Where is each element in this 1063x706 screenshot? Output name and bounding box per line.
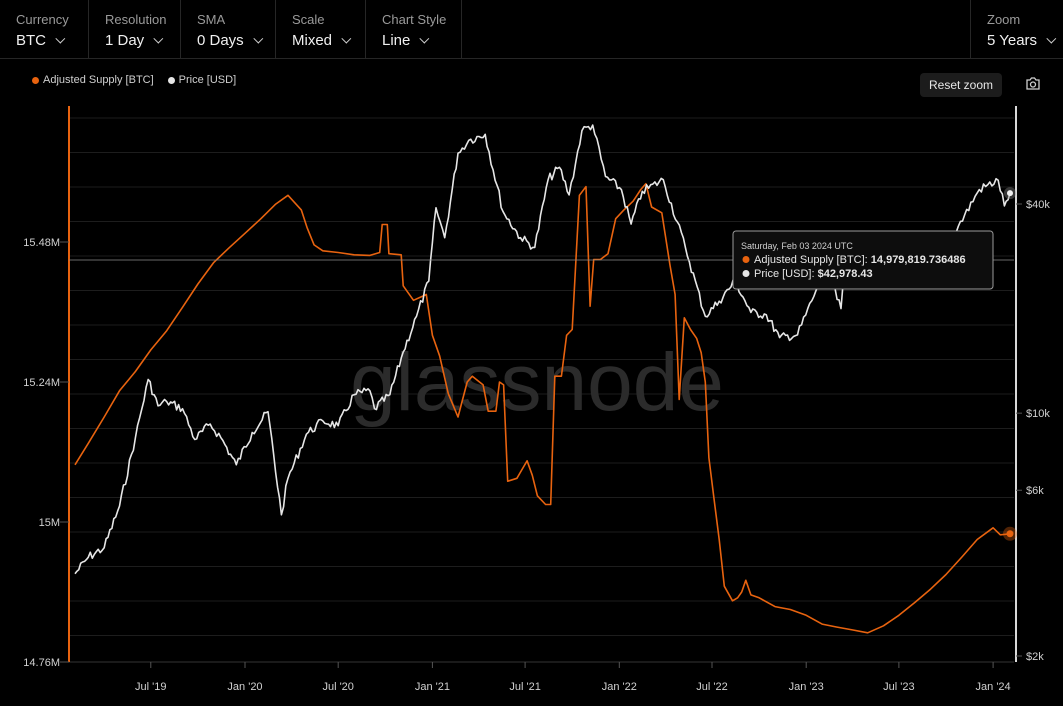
x-tick-label: Jan '22 <box>602 681 637 693</box>
tooltip-row-value: 14,979,819.736486 <box>871 254 966 266</box>
tooltip-row-label: Price [USD]: <box>754 268 818 280</box>
reset-zoom-button[interactable]: Reset zoom <box>920 73 1002 97</box>
tooltip-row-label: Adjusted Supply [BTC]: <box>754 254 871 266</box>
tooltip-row: Adjusted Supply [BTC]: 14,979,819.736486 <box>754 254 966 266</box>
chevron-down-icon <box>153 33 164 44</box>
zoom-value[interactable]: 5 Years <box>987 32 1057 49</box>
price-hover-point <box>1007 190 1013 197</box>
price-hover-halo <box>1004 187 1016 200</box>
grid-lines <box>68 106 1017 663</box>
scale-label: Scale <box>292 12 325 27</box>
chevron-down-icon <box>341 33 352 44</box>
series-layer <box>69 124 1017 634</box>
tooltip-row: Price [USD]: $42,978.43 <box>754 268 873 280</box>
y-left-tick-label: 15M <box>39 517 60 529</box>
y-left-tick-label: 15.24M <box>23 377 60 389</box>
tooltip-box <box>732 230 994 290</box>
zoom-label: Zoom <box>987 12 1021 27</box>
series-line-price <box>74 124 1011 575</box>
legend-swatch <box>167 76 175 84</box>
x-tick-label: Jan '20 <box>227 681 262 693</box>
x-tick-label: Jul '19 <box>135 681 166 693</box>
chart-legend: Adjusted Supply [BTC] Price [USD] <box>32 74 236 86</box>
y-right-tick-label: $40k <box>1026 199 1050 211</box>
x-tick-label: Jul '23 <box>883 681 914 693</box>
camera-icon[interactable] <box>1025 77 1041 96</box>
y-right-tick-label: $6k <box>1026 485 1044 497</box>
chart-toolbar: Currency BTC Resolution 1 Day SMA 0 Days… <box>0 0 1063 59</box>
scale-value[interactable]: Mixed <box>292 32 352 49</box>
scale-select[interactable]: Scale Mixed <box>276 0 366 58</box>
x-tick-label: Jan '24 <box>976 681 1011 693</box>
chevron-down-icon <box>419 33 430 44</box>
currency-label: Currency <box>16 12 69 27</box>
x-tick-label: Jul '21 <box>509 681 540 693</box>
series-line-adjusted-supply <box>74 182 1011 634</box>
y-right-tick-label: $2k <box>1026 651 1044 663</box>
x-tick-label: Jan '21 <box>415 681 450 693</box>
y-right-tick-label: $10k <box>1026 408 1050 420</box>
chevron-down-icon <box>1046 33 1057 44</box>
legend-item-supply[interactable]: Adjusted Supply [BTC] <box>32 74 154 86</box>
tooltip-row-value: $42,978.43 <box>818 268 873 280</box>
tooltip: Saturday, Feb 03 2024 UTC Adjusted Supply… <box>732 230 994 290</box>
supply-hover-point <box>1006 530 1014 538</box>
sma-value[interactable]: 0 Days <box>197 32 263 49</box>
x-tick-label: Jul '22 <box>696 681 727 693</box>
currency-value[interactable]: BTC <box>16 32 66 49</box>
watermark: glassnode <box>350 337 724 428</box>
chevron-down-icon <box>55 33 66 44</box>
currency-select[interactable]: Currency BTC <box>0 0 89 58</box>
chart-style-label: Chart Style <box>382 12 447 27</box>
resolution-value[interactable]: 1 Day <box>105 32 164 49</box>
x-tick-label: Jul '20 <box>322 681 353 693</box>
sma-label: SMA <box>197 12 226 27</box>
legend-swatch <box>32 76 39 84</box>
supply-hover-halo <box>1003 526 1017 541</box>
axes: 14.76M 15M 15.24M 15.48M $2k $6k $10k $40k Jul '… <box>23 199 1050 693</box>
x-tick-label: Jan '23 <box>789 681 824 693</box>
zoom-select[interactable]: Zoom 5 Years <box>970 0 1063 58</box>
sma-select[interactable]: SMA 0 Days <box>181 0 276 58</box>
legend-item-price[interactable]: Price [USD] <box>167 74 237 86</box>
resolution-select[interactable]: Resolution 1 Day <box>89 0 181 58</box>
chevron-down-icon <box>253 33 263 44</box>
tooltip-swatch <box>742 270 750 277</box>
tooltip-date: Saturday, Feb 03 2024 UTC <box>741 241 853 251</box>
resolution-label: Resolution <box>105 12 167 27</box>
legend-label: Adjusted Supply [BTC] <box>43 74 154 86</box>
tooltip-swatch <box>742 256 750 263</box>
y-left-tick-label: 15.48M <box>23 237 60 249</box>
legend-label: Price [USD] <box>178 74 237 86</box>
chart-style-select[interactable]: Chart Style Line <box>366 0 462 58</box>
y-left-tick-label: 14.76M <box>23 657 60 669</box>
chart-style-value[interactable]: Line <box>382 32 430 49</box>
